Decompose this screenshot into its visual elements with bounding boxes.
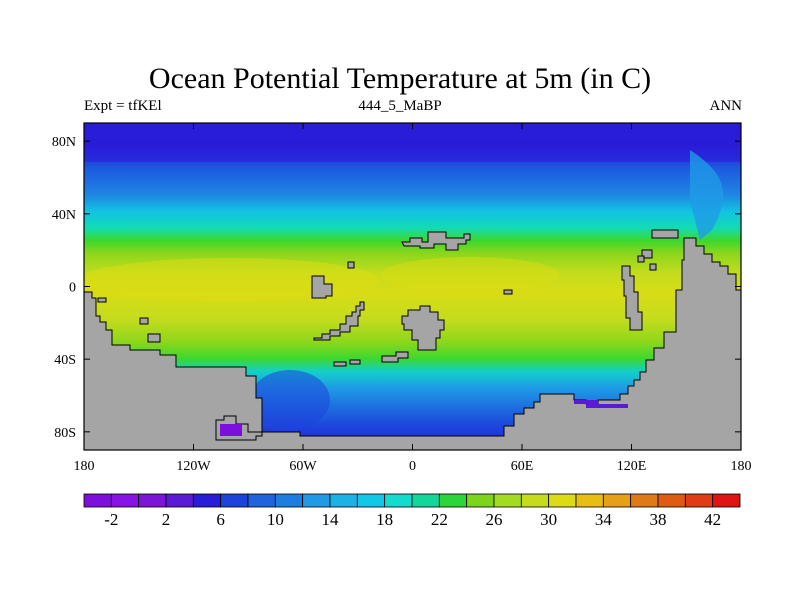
lon-tick-label: 120W bbox=[176, 459, 211, 474]
lat-tick-label: 40N bbox=[52, 208, 76, 223]
colorbar-box bbox=[630, 493, 659, 508]
central-island bbox=[401, 305, 445, 351]
boundary-current bbox=[690, 150, 724, 240]
plot-title: Ocean Potential Temperature at 5m (in C) bbox=[148, 62, 652, 95]
colorbar-label: -2 bbox=[104, 510, 118, 529]
colorbar-box bbox=[329, 493, 358, 508]
land-masses bbox=[84, 229, 741, 450]
colorbar-box bbox=[684, 493, 714, 508]
southern-archipelago bbox=[313, 301, 365, 341]
colorbar-label: 38 bbox=[650, 510, 667, 529]
colorbar-box bbox=[356, 493, 386, 508]
colorbar-label: 42 bbox=[704, 510, 721, 529]
lon-tick-label: 0 bbox=[409, 459, 416, 474]
colorbar-box bbox=[165, 493, 194, 508]
axis-ticks: 180 120W 60W 0 60E 120E 180 80N 40N 0 40S 80S bbox=[52, 123, 752, 474]
sea-ice-patch-east bbox=[574, 400, 628, 408]
small-island-11 bbox=[637, 255, 645, 263]
warm-pool-west bbox=[84, 258, 380, 302]
small-island-6 bbox=[381, 351, 409, 363]
equatorial-island bbox=[311, 275, 333, 299]
colorbar-label: 26 bbox=[486, 510, 503, 529]
colorbar-label: 30 bbox=[540, 510, 557, 529]
colorbar-label: 10 bbox=[267, 510, 284, 529]
colorbar-label: 6 bbox=[216, 510, 225, 529]
cold-patch-south bbox=[250, 370, 330, 430]
lon-tick-label: 180 bbox=[731, 459, 752, 474]
colorbar-box bbox=[548, 493, 577, 508]
colorbar-box bbox=[384, 493, 413, 508]
small-island-3 bbox=[347, 261, 355, 269]
colorbar-label: 14 bbox=[322, 510, 340, 529]
colorbar-label: 22 bbox=[431, 510, 448, 529]
lat-tick-label: 40S bbox=[54, 353, 76, 368]
colorbar-label: 2 bbox=[162, 510, 171, 529]
eastern-strip bbox=[621, 265, 643, 331]
lat-tick-label: 0 bbox=[69, 281, 76, 296]
lon-tick-label: 180 bbox=[74, 459, 95, 474]
colorbar-box bbox=[438, 493, 468, 508]
colorbar-box bbox=[411, 493, 440, 508]
colorbar-box bbox=[83, 493, 112, 508]
season-label: ANN bbox=[709, 98, 743, 114]
colorbar-box bbox=[520, 493, 550, 508]
small-island-7 bbox=[503, 289, 513, 295]
lon-tick-label: 60W bbox=[289, 459, 317, 474]
colorbar-box bbox=[138, 493, 167, 508]
small-island-5 bbox=[349, 359, 361, 365]
colorbar-box bbox=[274, 493, 304, 508]
lat-tick-label: 80S bbox=[54, 426, 76, 441]
period-label: 444_5_MaBP bbox=[358, 98, 442, 114]
western-island bbox=[147, 333, 161, 343]
colorbar-label: 18 bbox=[376, 510, 393, 529]
colorbar-box bbox=[192, 493, 222, 508]
colorbar-box bbox=[247, 493, 276, 508]
colorbar-box bbox=[466, 493, 495, 508]
colorbar-box bbox=[712, 493, 741, 508]
colorbar-box bbox=[220, 493, 249, 508]
cold-north-band bbox=[84, 140, 741, 162]
colorbar-box bbox=[602, 493, 632, 508]
warm-pool-east bbox=[380, 257, 560, 293]
small-island-9 bbox=[641, 249, 653, 259]
colorbar-labels: -2 2 6 10 14 18 22 26 30 34 38 42 bbox=[104, 510, 721, 529]
small-island-10 bbox=[649, 263, 657, 271]
colorbar-box bbox=[493, 493, 522, 508]
colorbar-boxes bbox=[83, 493, 741, 508]
colorbar-box bbox=[575, 493, 604, 508]
lon-tick-label: 120E bbox=[617, 459, 647, 474]
colorbar-box bbox=[657, 493, 686, 508]
experiment-label: Expt = tfKEl bbox=[84, 98, 162, 114]
sea-ice-patch-west bbox=[220, 424, 242, 436]
northern-island bbox=[401, 231, 471, 251]
colorbar-box bbox=[110, 493, 140, 508]
colorbar-label: 34 bbox=[595, 510, 613, 529]
small-island-4 bbox=[333, 361, 347, 367]
small-island-1 bbox=[139, 317, 149, 325]
lon-tick-label: 60E bbox=[511, 459, 534, 474]
lat-tick-label: 80N bbox=[52, 135, 76, 150]
small-island-8 bbox=[651, 229, 679, 239]
colorbar-box bbox=[302, 493, 331, 508]
small-island-2 bbox=[97, 297, 107, 303]
